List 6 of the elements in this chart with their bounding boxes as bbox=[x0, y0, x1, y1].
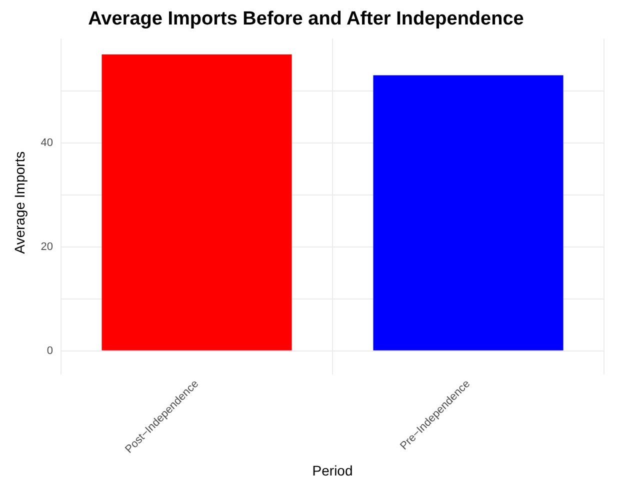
y-tick-label: 20 bbox=[40, 240, 54, 253]
chart-title: Average Imports Before and After Independence bbox=[88, 8, 524, 30]
y-tick-label: 40 bbox=[40, 136, 54, 149]
y-axis-title: Average Imports bbox=[11, 151, 28, 254]
y-tick-label: 0 bbox=[46, 344, 54, 357]
x-axis-title: Period bbox=[312, 462, 353, 478]
